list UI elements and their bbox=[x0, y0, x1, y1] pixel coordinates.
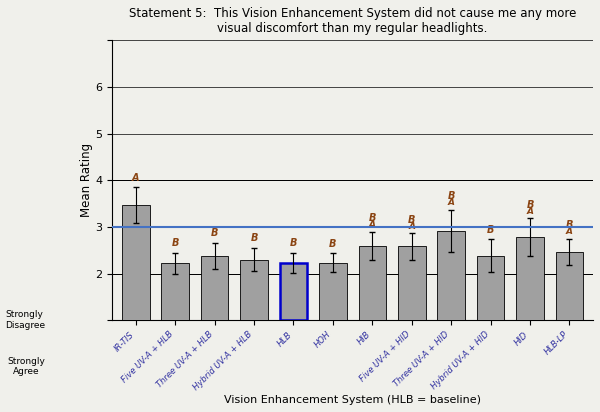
Text: Strongly
Agree: Strongly Agree bbox=[7, 357, 45, 377]
Text: A: A bbox=[448, 198, 455, 207]
Text: Strongly
Disagree: Strongly Disagree bbox=[5, 311, 45, 330]
Text: B: B bbox=[329, 239, 337, 249]
X-axis label: Vision Enhancement System (HLB = baseline): Vision Enhancement System (HLB = baselin… bbox=[224, 395, 481, 405]
Bar bbox=[161, 263, 189, 320]
Bar bbox=[240, 260, 268, 320]
Bar bbox=[201, 256, 229, 320]
Text: B: B bbox=[526, 199, 533, 210]
Y-axis label: Mean Rating: Mean Rating bbox=[80, 143, 92, 217]
Text: B: B bbox=[290, 238, 297, 248]
Text: A: A bbox=[369, 220, 376, 229]
Text: B: B bbox=[487, 225, 494, 235]
Text: B: B bbox=[211, 228, 218, 238]
Text: A: A bbox=[566, 227, 573, 236]
Text: A: A bbox=[132, 173, 140, 183]
Bar bbox=[280, 263, 307, 320]
Bar bbox=[398, 246, 425, 320]
Title: Statement 5:  This Vision Enhancement System did not cause me any more
visual di: Statement 5: This Vision Enhancement Sys… bbox=[129, 7, 576, 35]
Bar bbox=[319, 263, 347, 320]
Text: B: B bbox=[368, 213, 376, 222]
Text: B: B bbox=[250, 233, 258, 243]
Bar bbox=[122, 205, 149, 320]
Text: A: A bbox=[526, 207, 533, 215]
Bar bbox=[516, 237, 544, 320]
Text: A: A bbox=[408, 222, 415, 231]
Text: B: B bbox=[448, 191, 455, 201]
Bar bbox=[477, 256, 505, 320]
Bar bbox=[359, 246, 386, 320]
Text: B: B bbox=[172, 238, 179, 248]
Text: B: B bbox=[566, 220, 573, 229]
Bar bbox=[437, 231, 465, 320]
Bar bbox=[556, 252, 583, 320]
Text: B: B bbox=[408, 215, 415, 225]
